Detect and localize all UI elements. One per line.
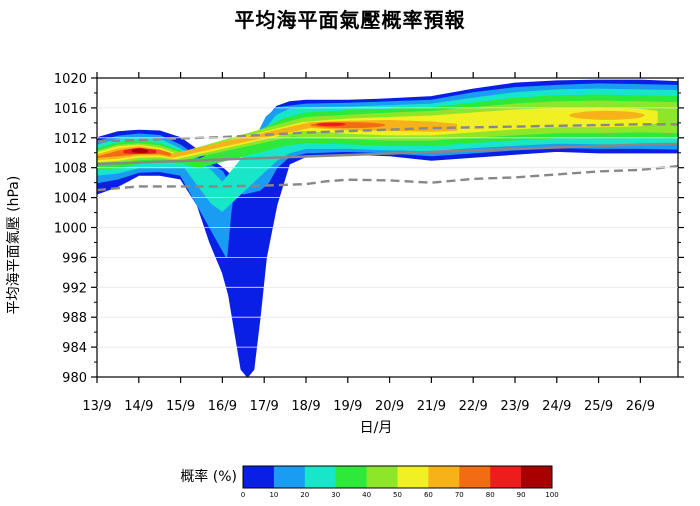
legend-swatch-60 (428, 466, 460, 488)
chart-title: 平均海平面氣壓概率預報 (234, 8, 466, 32)
legend-swatch-70 (459, 466, 491, 488)
legend-level-label: 50 (393, 491, 402, 499)
legend-swatch-10 (273, 466, 306, 488)
y-tick-label: 980 (62, 371, 87, 386)
legend-swatch-50 (397, 466, 429, 488)
x-tick-label: 23/9 (500, 399, 529, 414)
percentile-lines (96, 123, 679, 192)
legend-border (242, 465, 553, 489)
y-tick-label: 992 (62, 281, 87, 296)
x-tick-label: 22/9 (459, 399, 488, 414)
legend-level-label: 70 (455, 491, 464, 499)
y-tick-label: 996 (62, 251, 87, 266)
legend-swatch-20 (304, 466, 337, 488)
y-tick-label: 1020 (54, 72, 87, 87)
legend-level-label: 90 (517, 491, 526, 499)
x-tick-label: 17/9 (250, 399, 279, 414)
x-tick-label: 20/9 (375, 399, 404, 414)
prob-band-90 (131, 148, 148, 153)
legend-swatch-0 (243, 466, 275, 488)
y-tick-label: 1016 (54, 102, 87, 117)
x-tick-label: 16/9 (208, 399, 237, 414)
legend-level-label: 40 (362, 491, 371, 499)
legend-level-label: 60 (424, 491, 433, 499)
y-tick-label: 1004 (54, 192, 87, 207)
y-tick-label: 1008 (54, 162, 87, 177)
x-axis-label: 日/月 (360, 420, 393, 436)
legend-swatch-80 (490, 466, 522, 488)
y-tick-label: 1012 (54, 132, 87, 147)
legend-swatch-30 (335, 466, 368, 488)
prob-band-80-blob (316, 122, 346, 127)
x-tick-label: 24/9 (542, 399, 571, 414)
legend-swatch-90 (521, 466, 553, 488)
legend-level-label: 10 (269, 491, 278, 499)
legend-level-label: 100 (545, 491, 558, 499)
color-legend: 概率 (%) 0 10 20 30 40 50 60 70 80 90 100 (180, 465, 559, 499)
x-tick-label: 26/9 (626, 399, 655, 414)
x-tick-label: 13/9 (82, 399, 111, 414)
y-axis-label: 平均海平面氣壓 (hPa) (6, 176, 22, 315)
x-tick-label: 25/9 (584, 399, 613, 414)
legend-title: 概率 (%) (180, 468, 237, 485)
legend-level-label: 30 (331, 491, 340, 499)
line-lower-bound (96, 165, 679, 192)
legend-level-label: 20 (300, 491, 309, 499)
y-tick-label: 988 (62, 311, 87, 326)
x-tick-label: 14/9 (124, 399, 153, 414)
x-axis-ticks: 13/9 14/9 15/9 16/9 17/9 18/9 19/9 20/9 21/9 22/9… (82, 72, 655, 414)
y-tick-label: 984 (62, 341, 87, 356)
prob-band-50 (96, 107, 658, 163)
legend-level-label: 80 (486, 491, 495, 499)
y-tick-label: 1000 (54, 222, 87, 237)
x-tick-label: 18/9 (291, 399, 320, 414)
y-axis-ticks: 980 984 988 992 996 1000 1004 1008 1012 1016 1020 (54, 72, 684, 386)
legend-swatch-40 (366, 466, 398, 488)
legend-level-label: 0 (241, 491, 245, 499)
prob-band-60-blob (569, 110, 645, 120)
x-tick-label: 15/9 (166, 399, 195, 414)
x-tick-label: 21/9 (417, 399, 446, 414)
line-median (96, 142, 679, 166)
x-tick-label: 19/9 (333, 399, 362, 414)
